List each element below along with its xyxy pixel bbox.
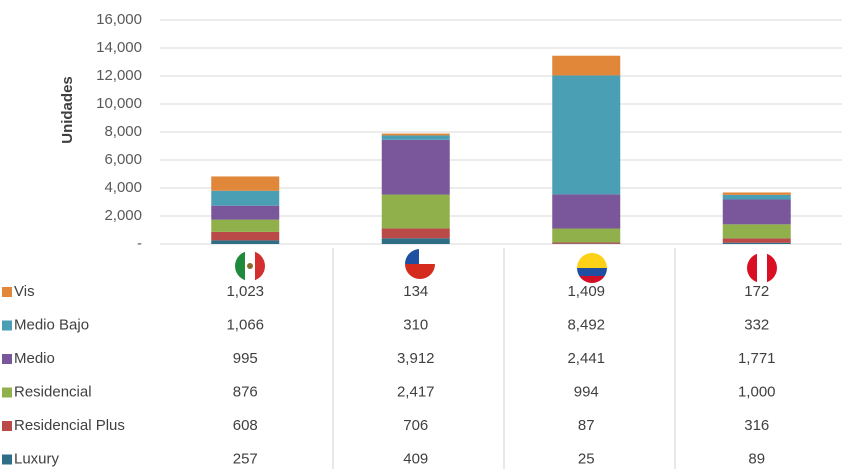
table-value: 706 bbox=[403, 417, 428, 434]
table-value: 2,417 bbox=[397, 383, 435, 400]
flags bbox=[235, 249, 777, 283]
bar-segment bbox=[381, 139, 450, 195]
table-value: 134 bbox=[403, 283, 428, 300]
flag-chile bbox=[405, 249, 435, 279]
bar-segment bbox=[722, 242, 791, 244]
bar-segment bbox=[211, 205, 280, 220]
y-tick-label: 4,000 bbox=[104, 179, 142, 196]
legend-swatch bbox=[2, 354, 12, 364]
bar-segment bbox=[722, 199, 791, 225]
table-value: 994 bbox=[574, 383, 599, 400]
bar-segment bbox=[211, 219, 280, 232]
table-value: 257 bbox=[233, 450, 258, 467]
table-value: 332 bbox=[744, 316, 769, 333]
table-value: 1,000 bbox=[738, 383, 776, 400]
table-value: 608 bbox=[233, 417, 258, 434]
table-value: 1,023 bbox=[226, 283, 264, 300]
legend-swatch bbox=[2, 454, 12, 465]
table-value: 1,066 bbox=[226, 316, 264, 333]
y-tick-label: 12,000 bbox=[96, 67, 142, 84]
y-tick-label: - bbox=[137, 235, 142, 252]
bar-segment bbox=[211, 231, 280, 241]
bar-segment bbox=[381, 238, 450, 244]
bar-segment bbox=[552, 75, 621, 195]
bar-segment bbox=[381, 133, 450, 136]
bar-segment bbox=[552, 242, 621, 244]
table-separators bbox=[332, 248, 676, 469]
legend-label: Vis bbox=[14, 283, 35, 300]
legend-label: Residencial Plus bbox=[14, 417, 125, 434]
table-value: 89 bbox=[748, 450, 765, 467]
table-value: 876 bbox=[233, 383, 258, 400]
table-value: 1,409 bbox=[567, 283, 605, 300]
y-tick-label: 16,000 bbox=[96, 11, 142, 28]
legend-swatch bbox=[2, 421, 12, 431]
table-value: 316 bbox=[744, 417, 769, 434]
table-value: 409 bbox=[403, 450, 428, 467]
table-value: 3,912 bbox=[397, 350, 435, 367]
table-value: 25 bbox=[578, 450, 595, 467]
table-value: 995 bbox=[233, 350, 258, 367]
y-tick-label: 6,000 bbox=[104, 151, 142, 168]
bar-segment bbox=[381, 194, 450, 229]
legend-swatch bbox=[2, 320, 12, 331]
flag-colombia bbox=[577, 253, 607, 283]
bar-segment bbox=[722, 224, 791, 239]
y-tick-label: 14,000 bbox=[96, 39, 142, 56]
bar-segment bbox=[381, 135, 450, 140]
bar-segment bbox=[211, 240, 280, 244]
table-value: 172 bbox=[744, 283, 769, 300]
table-value: 2,441 bbox=[567, 350, 605, 367]
bar-segment bbox=[552, 228, 621, 243]
bar-segment bbox=[722, 194, 791, 200]
bar-segment bbox=[552, 55, 621, 76]
table-value: 1,771 bbox=[738, 350, 776, 367]
bar-segment bbox=[211, 176, 280, 191]
y-tick-label: 10,000 bbox=[96, 95, 142, 112]
legend-swatch bbox=[2, 287, 12, 297]
bar-segment bbox=[722, 192, 791, 195]
bar-segment bbox=[722, 238, 791, 243]
bar-segment bbox=[381, 228, 450, 239]
bar-segment bbox=[552, 194, 621, 229]
legend-label: Medio Bajo bbox=[14, 316, 89, 333]
legend-swatch bbox=[2, 387, 12, 398]
legend-label: Medio bbox=[14, 350, 55, 367]
legend-label: Residencial bbox=[14, 383, 92, 400]
table-value: 8,492 bbox=[567, 316, 605, 333]
table-value: 310 bbox=[403, 316, 428, 333]
legend-label: Luxury bbox=[14, 450, 60, 467]
y-tick-label: 8,000 bbox=[104, 123, 142, 140]
flag-peru bbox=[747, 253, 777, 283]
flag-mexico bbox=[235, 251, 265, 281]
y-tick-label: 2,000 bbox=[104, 207, 142, 224]
table-value: 87 bbox=[578, 417, 595, 434]
y-axis-label: Unidades bbox=[59, 76, 76, 144]
bar-segment bbox=[211, 190, 280, 206]
